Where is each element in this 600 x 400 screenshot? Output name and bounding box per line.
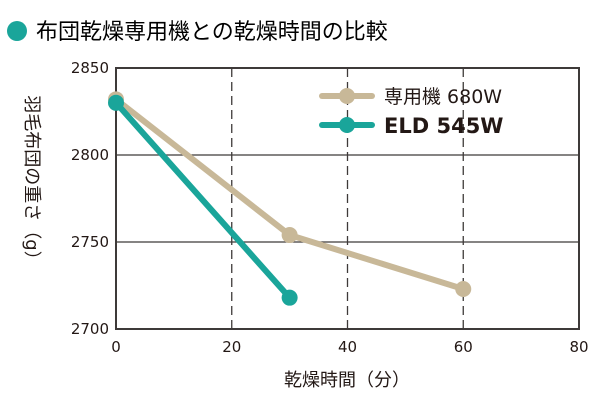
legend-label-2: ELD 545W: [384, 114, 503, 138]
axis-ticks: 2700 2750 2800 2850 0 20 40 60 80: [71, 59, 589, 356]
legend: 専用機 680W ELD 545W: [319, 86, 503, 138]
x-tick-label: 0: [111, 338, 121, 356]
chart-title: 布団乾燥専用機との乾燥時間の比較: [36, 20, 388, 45]
data-point-1: [455, 280, 472, 297]
y-tick-label: 2850: [71, 59, 109, 77]
grid: [116, 68, 579, 329]
series-group: [108, 91, 472, 306]
legend-label-1: 専用機 680W: [384, 86, 502, 108]
legend-marker-1: [339, 88, 355, 104]
y-tick-label: 2750: [71, 233, 109, 251]
title-bullet: [7, 21, 27, 41]
y-tick-label: 2800: [71, 146, 109, 164]
data-point-2: [108, 94, 124, 111]
x-axis-label: 乾燥時間（分）: [284, 370, 410, 391]
series-line-2: [113, 99, 293, 301]
data-point-1: [281, 227, 298, 244]
data-point-2: [281, 289, 298, 306]
x-tick-label: 20: [222, 338, 241, 356]
y-tick-label: 2700: [71, 320, 109, 338]
x-tick-label: 40: [338, 338, 357, 356]
x-tick-label: 60: [454, 338, 473, 356]
y-axis-label: 羽毛布団の重さ（g）: [21, 95, 42, 268]
x-tick-label: 80: [569, 338, 588, 356]
legend-marker-2: [339, 117, 355, 133]
